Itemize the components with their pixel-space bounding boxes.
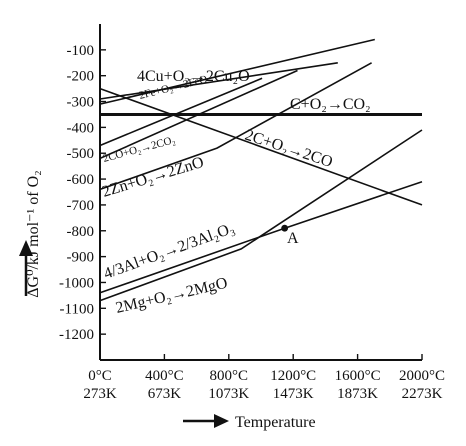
y-tick-label: -100 [67, 43, 95, 59]
series-line [99, 129, 423, 302]
x-tick-label-kelvin: 673K [148, 386, 182, 402]
series-layer [99, 38, 423, 302]
label-cu-oxidation: 4Cu+O₂→2Cu₂O [137, 68, 250, 85]
series-line [99, 77, 263, 147]
label-c-co: 2C+O₂→2CO [243, 127, 335, 171]
series-line [99, 87, 423, 206]
series-line [99, 38, 375, 105]
x-tick-label-kelvin: 273K [83, 386, 117, 402]
x-tick-label-kelvin: 1473K [273, 386, 314, 402]
x-tick-label-celsius: 2000°C [399, 368, 445, 384]
label-co-co2: 2CO+O₂→2CO₂ [102, 134, 177, 165]
x-axis-title: Temperature [235, 414, 316, 431]
label-mg-oxidation: 2Mg+O₂→2MgO [114, 275, 229, 317]
x-arrow-head [214, 414, 229, 428]
axis-arrows [19, 240, 229, 428]
label-c-co2: C+O₂→CO₂ [290, 96, 371, 113]
y-tick-label: -600 [67, 172, 95, 188]
x-tick-label-celsius: 400°C [145, 368, 184, 384]
tick-layer: -100 -200 -300 -400 -500 -600 -700 -800 -900 -100… [59, 43, 445, 402]
y-arrow-head [19, 240, 33, 256]
y-tick-label: -900 [67, 250, 95, 266]
y-tick-label: -200 [67, 69, 95, 85]
plot-frame [99, 24, 422, 361]
x-tick-label-kelvin: 1873K [337, 386, 378, 402]
x-tick-label-celsius: 1200°C [270, 368, 316, 384]
x-tick-label-celsius: 800°C [210, 368, 249, 384]
x-tick-label-kelvin: 1073K [208, 386, 249, 402]
y-tick-label: -500 [67, 146, 95, 162]
series-line [99, 180, 423, 294]
series-line [99, 62, 338, 100]
y-tick-label: -300 [67, 95, 95, 111]
y-tick-label: -700 [67, 198, 95, 214]
y-tick-label: -1200 [59, 327, 94, 343]
x-tick-label-celsius: 1600°C [335, 368, 381, 384]
y-tick-label: -400 [67, 120, 95, 136]
y-axis-title: ΔG⁰/kJ mol⁻¹ of O₂ [25, 170, 42, 298]
series-line [99, 69, 298, 160]
y-tick-label: -1100 [60, 301, 94, 317]
y-tick-label: -800 [67, 224, 95, 240]
point-a-marker [281, 224, 289, 232]
x-tick-label-celsius: 0°C [88, 368, 112, 384]
y-tick-label: -1000 [59, 275, 94, 291]
series-line [99, 62, 372, 191]
x-tick-label-kelvin: 2273K [402, 386, 443, 402]
point-a-label: A [287, 230, 299, 247]
